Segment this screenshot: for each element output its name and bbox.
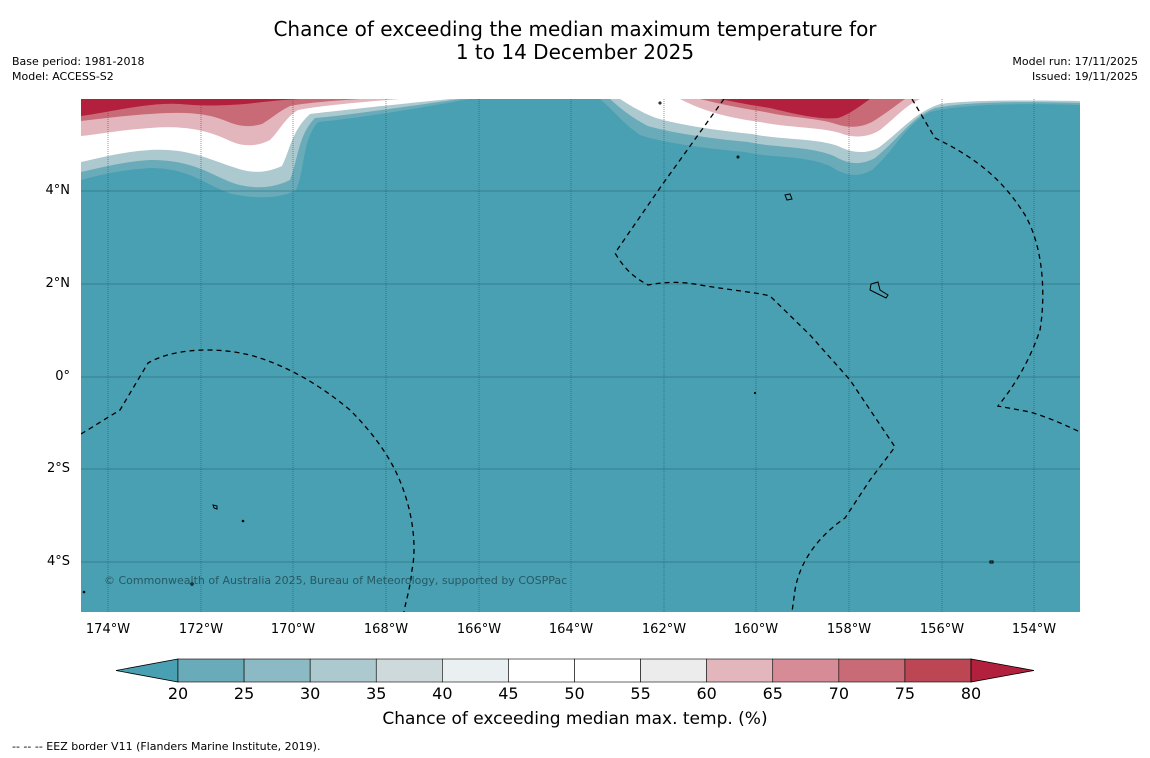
- colorbar-swatch: [706, 658, 774, 683]
- lon-label-160w: 160°W: [733, 622, 779, 637]
- colorbar-swatch: [574, 658, 641, 683]
- run-info: Model run: 17/11/2025 Issued: 19/11/2025: [1012, 54, 1138, 84]
- warm-anomaly-northeast: [600, 99, 1080, 175]
- colorbar-tick-label: 70: [828, 684, 850, 703]
- issued-date: Issued: 19/11/2025: [1031, 70, 1138, 83]
- islands: [82, 101, 994, 594]
- warm-anomaly-northwest: [81, 99, 470, 198]
- map-area: © Commonwealth of Australia 2025, Bureau…: [81, 99, 1080, 612]
- colorbar-swatch: [375, 658, 443, 683]
- colorbar-tick-label: 65: [762, 684, 783, 703]
- map-title: Chance of exceeding the median maximum t…: [0, 18, 1150, 64]
- eez-borders: [81, 99, 1080, 612]
- lat-label-2s: 2°S: [46, 461, 70, 476]
- lon-label-172w: 172°W: [178, 622, 224, 637]
- colorbar: [115, 658, 1035, 683]
- colorbar-over-arrow: [970, 658, 1035, 683]
- colorbar-tick-label: 25: [233, 684, 255, 703]
- colorbar-tick-label: 80: [960, 684, 982, 703]
- colorbar-tick-label: 30: [299, 684, 321, 703]
- lon-label-158w: 158°W: [826, 622, 872, 637]
- lat-label-4n: 4°N: [45, 183, 71, 198]
- colorbar-swatch: [309, 658, 377, 683]
- title-line-1: Chance of exceeding the median maximum t…: [273, 17, 877, 41]
- lon-label-166w: 166°W: [456, 622, 502, 637]
- copyright-notice: © Commonwealth of Australia 2025, Bureau…: [104, 574, 567, 587]
- colorbar-swatch: [508, 658, 575, 683]
- colorbar-tick-label: 20: [167, 684, 189, 703]
- lon-label-170w: 170°W: [270, 622, 316, 637]
- model-run: Model run: 17/11/2025: [1012, 55, 1138, 68]
- lon-label-168w: 168°W: [363, 622, 409, 637]
- colorbar-swatch: [838, 658, 906, 683]
- colorbar-swatch: [243, 658, 311, 683]
- colorbar-swatch: [772, 658, 840, 683]
- colorbar-tick-label: 50: [564, 684, 585, 703]
- colorbar-swatch: [442, 658, 509, 683]
- colorbar-tick-label: 75: [894, 684, 916, 703]
- title-line-2: 1 to 14 December 2025: [455, 40, 695, 64]
- lat-label-0: 0°: [55, 369, 70, 384]
- colorbar-swatch: [177, 658, 245, 683]
- eez-footnote: -- -- -- EEZ border V11 (Flanders Marine…: [12, 740, 321, 753]
- colorbar-tick-label: 40: [432, 684, 453, 703]
- lat-label-2n: 2°N: [45, 276, 71, 291]
- lon-label-174w: 174°W: [85, 622, 131, 637]
- lon-label-162w: 162°W: [641, 622, 687, 637]
- base-period: Base period: 1981-2018: [12, 55, 145, 68]
- lat-label-4s: 4°S: [46, 554, 70, 569]
- colorbar-swatch: [640, 658, 707, 683]
- colorbar-swatch: [904, 658, 972, 683]
- lon-label-164w: 164°W: [548, 622, 594, 637]
- colorbar-label: Chance of exceeding median max. temp. (%…: [382, 709, 768, 729]
- model-info: Base period: 1981-2018 Model: ACCESS-S2: [12, 54, 144, 84]
- lon-label-156w: 156°W: [919, 622, 965, 637]
- colorbar-tick-label: 55: [630, 684, 651, 703]
- graticule: [81, 99, 1080, 612]
- colorbar-tick-label: 45: [498, 684, 519, 703]
- lon-label-154w: 154°W: [1011, 622, 1057, 637]
- colorbar-under-arrow: [115, 658, 179, 683]
- colorbar-tick-label: 35: [366, 684, 387, 703]
- model-name: Model: ACCESS-S2: [12, 70, 114, 83]
- colorbar-tick-label: 60: [696, 684, 717, 703]
